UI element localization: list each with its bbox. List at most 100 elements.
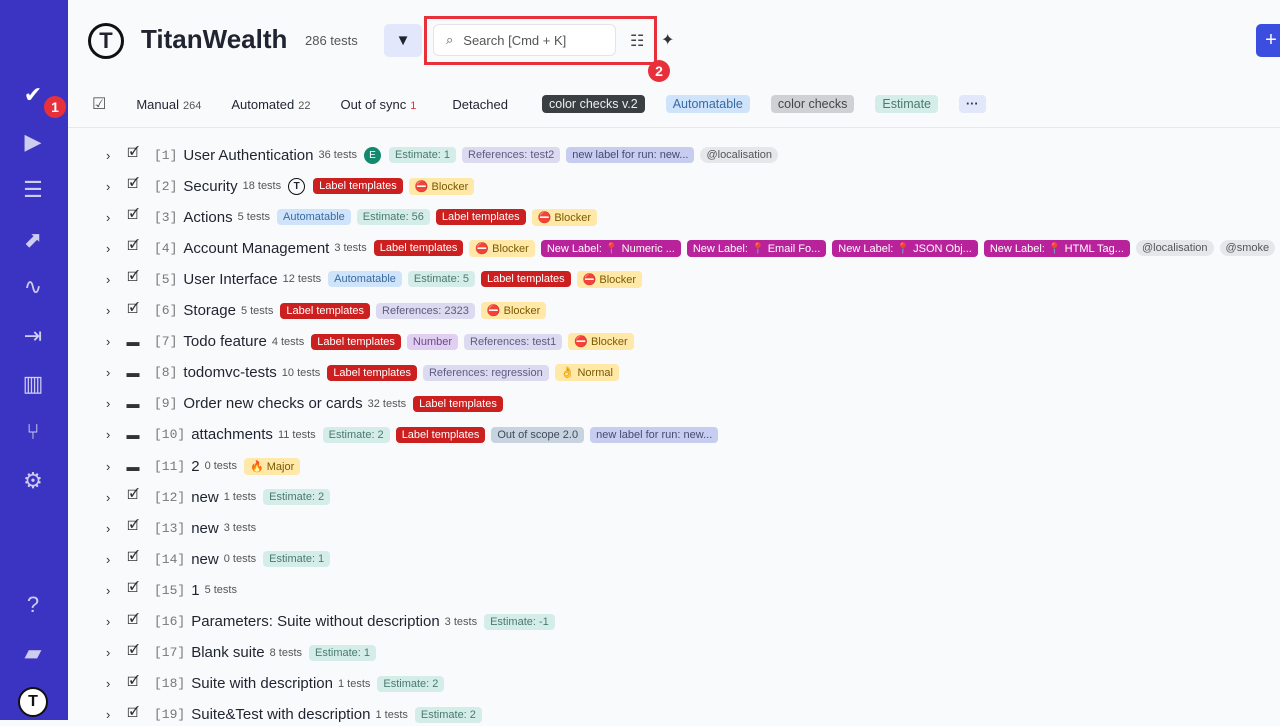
suite-row[interactable]: › ▬ [9] Order new checks or cards 32 tests La… [106, 393, 509, 415]
suite-row[interactable]: › 🗹 [2] Security 18 tests T Label templates ⛔ B… [106, 175, 480, 197]
suite-name[interactable]: todomvc-tests [183, 364, 277, 382]
tab-out-of-sync[interactable]: Out of sync 1 [340, 97, 416, 112]
chevron-right-icon[interactable]: › [106, 303, 111, 318]
suite-row[interactable]: › 🗹 [14] new 0 tests Estimate: 1 [106, 548, 336, 570]
label-chip[interactable]: color checks [770, 95, 855, 113]
tab-detached[interactable]: Detached [452, 97, 508, 112]
file-check-icon: 🗹 [127, 549, 139, 565]
file-check-icon: 🗹 [127, 238, 139, 254]
chevron-right-icon[interactable]: › [106, 582, 111, 598]
suite-row[interactable]: › 🗹 [18] Suite with description 1 tests Estim… [106, 673, 450, 695]
import-icon[interactable]: ⇥ [18, 321, 48, 351]
play-icon[interactable]: ▶ [18, 127, 48, 157]
label-badge: Estimate: 56 [356, 209, 430, 226]
tab-automated[interactable]: Automated 22 [231, 97, 310, 112]
suite-name[interactable]: Account Management [183, 239, 330, 257]
suite-row[interactable]: › 🗹 [6] Storage 5 tests Label templates Refere… [106, 300, 552, 322]
ai-sparkle-icon[interactable]: ✦ [661, 32, 675, 49]
suite-row[interactable]: › 🗹 [17] Blank suite 8 tests Estimate: 1 [106, 642, 382, 664]
chevron-right-icon[interactable]: › [106, 334, 111, 350]
runs-list-icon[interactable]: ☰ [18, 175, 48, 205]
suite-row[interactable]: › 🗹 [19] Suite&Test with description 1 tests… [106, 704, 488, 726]
chevron-right-icon[interactable]: › [106, 458, 111, 474]
file-check-icon: 🗹 [127, 207, 139, 223]
help-icon[interactable]: ? [18, 590, 48, 620]
chevron-right-icon[interactable]: › [106, 427, 111, 443]
label-chip[interactable]: ··· [959, 95, 986, 113]
suite-row[interactable]: › 🗹 [3] Actions 5 tests Automatable Estimate: … [106, 206, 603, 228]
pulse-icon[interactable]: ∿ [18, 272, 48, 302]
chevron-right-icon[interactable]: › [106, 209, 111, 225]
suite-row[interactable]: › ▬ [7] Todo feature 4 tests Label templates N… [106, 331, 640, 353]
steps-icon: ⬈ [23, 227, 43, 252]
suite-name[interactable]: Parameters: Suite without description [191, 613, 440, 630]
suite-row[interactable]: › 🗹 [13] new 3 tests [106, 517, 263, 539]
chevron-right-icon[interactable]: › [106, 489, 111, 505]
suite-number: [1] [154, 147, 178, 163]
tab-manual[interactable]: Manual 264 [136, 97, 201, 112]
chevron-right-icon[interactable]: › [106, 240, 111, 256]
folder-icon[interactable]: ▰ [18, 638, 48, 668]
suite-row[interactable]: › ▬ [11] 2 0 tests 🔥 Major [106, 455, 306, 477]
chevron-right-icon[interactable]: › [106, 396, 111, 412]
suite-row[interactable]: › 🗹 [5] User Interface 12 tests Automatable Es… [106, 268, 648, 290]
chevron-right-icon[interactable]: › [106, 707, 111, 723]
file-check-icon: 🗹 [127, 269, 139, 285]
label-chip[interactable]: color checks v.2 [542, 95, 645, 113]
suite-row[interactable]: › 🗹 [1] User Authentication 36 tests E Estimat… [106, 144, 784, 166]
suite-name[interactable]: User Authentication [183, 146, 314, 164]
suite-name[interactable]: Storage [183, 302, 236, 319]
label-chip[interactable]: Automatable [665, 95, 750, 113]
chevron-right-icon[interactable]: › [106, 645, 111, 661]
branch-icon[interactable]: ⑂ [18, 417, 48, 447]
suite-name[interactable]: Blank suite [191, 644, 265, 662]
suite-name[interactable]: User Interface [183, 270, 278, 288]
import-icon: ⇥ [23, 323, 43, 348]
suite-row[interactable]: › 🗹 [15] 1 5 tests [106, 579, 244, 601]
suite-name[interactable]: Actions [183, 208, 233, 226]
suite-number: [4] [154, 240, 178, 256]
logo-icon: T [28, 693, 38, 710]
select-all-icon[interactable]: ☑ [92, 96, 107, 113]
label-badge: Estimate: 5 [407, 271, 475, 288]
chevron-right-icon[interactable]: › [106, 271, 111, 287]
chevron-right-icon[interactable]: › [106, 178, 111, 194]
suite-name[interactable]: Suite&Test with description [191, 706, 371, 724]
check-icon[interactable]: ✔ [18, 80, 48, 110]
chevron-right-icon[interactable]: › [106, 147, 111, 163]
suite-name[interactable]: new [191, 519, 219, 537]
steps-icon[interactable]: ⬈ [18, 225, 48, 255]
suite-row[interactable]: › 🗹 [16] Parameters: Suite without descript… [106, 611, 561, 633]
test-count: 3 tests [223, 522, 257, 535]
filter-settings-icon[interactable]: ☷ [630, 33, 645, 50]
gear-icon[interactable]: ⚙ [18, 466, 48, 496]
suite-name[interactable]: Todo feature [183, 333, 267, 351]
chevron-right-icon[interactable]: › [106, 551, 111, 567]
suite-name[interactable]: Order new checks or cards [183, 395, 363, 413]
chevron-right-icon[interactable]: › [106, 676, 111, 692]
label-chip[interactable]: Estimate [875, 95, 939, 113]
suite-row[interactable]: › 🗹 [12] new 1 tests Estimate: 2 [106, 486, 336, 508]
search-input[interactable]: ⌕ Search [Cmd + K] [433, 24, 616, 56]
suite-number: [15] [154, 582, 186, 598]
chevron-right-icon[interactable]: › [106, 365, 111, 381]
test-count: 1 tests [223, 491, 257, 504]
filter-button[interactable]: ▼ [384, 24, 422, 57]
suite-number: [17] [154, 645, 186, 661]
suite-name[interactable]: new [191, 550, 219, 568]
suite-row[interactable]: › ▬ [10] attachments 11 tests Estimate: 2 Labe… [106, 424, 724, 446]
file-check-icon: 🗹 [127, 518, 139, 534]
chevron-right-icon[interactable]: › [106, 614, 111, 629]
suite-name[interactable]: 1 [191, 581, 200, 599]
suite-row[interactable]: › 🗹 [4] Account Management 3 tests Label temp… [106, 237, 1280, 259]
suite-name[interactable]: 2 [191, 457, 200, 475]
suite-row[interactable]: › ▬ [8] todomvc-tests 10 tests Label template… [106, 362, 625, 384]
logo-icon[interactable]: T [18, 687, 48, 717]
chevron-right-icon[interactable]: › [106, 520, 111, 536]
suite-name[interactable]: new [191, 488, 219, 506]
suite-name[interactable]: Security [183, 177, 238, 195]
suite-name[interactable]: Suite with description [191, 675, 333, 693]
suite-name[interactable]: attachments [191, 426, 273, 444]
add-button[interactable]: + [1256, 24, 1280, 57]
analytics-icon[interactable]: ▥ [18, 369, 48, 399]
